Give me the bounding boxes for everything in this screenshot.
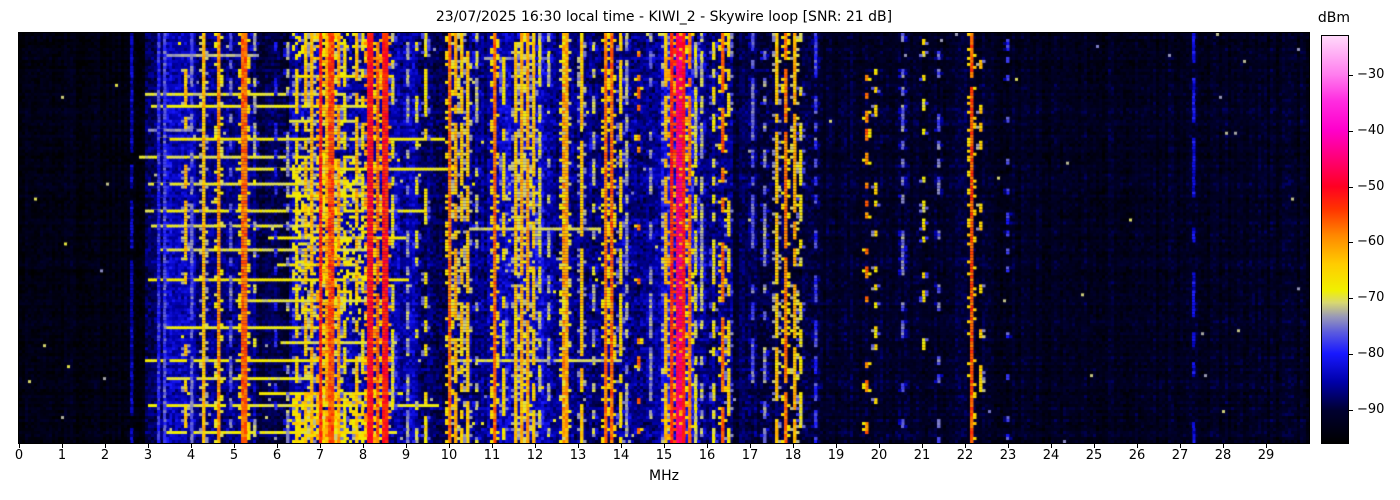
x-tick-mark — [1008, 444, 1009, 448]
colorbar-tick-label: −40 — [1357, 122, 1385, 138]
x-tick-label: 6 — [272, 448, 282, 463]
x-tick-mark — [965, 444, 966, 448]
x-tick-label: 21 — [913, 448, 931, 463]
colorbar-tick-label: −90 — [1357, 401, 1385, 417]
x-tick-mark — [277, 444, 278, 448]
colorbar-tick-mark — [1349, 409, 1353, 411]
x-tick-label: 5 — [229, 448, 239, 463]
colorbar-tick-mark — [1349, 353, 1353, 355]
x-tick-mark — [836, 444, 837, 448]
x-tick-label: 12 — [526, 448, 544, 463]
x-tick-mark — [879, 444, 880, 448]
x-tick-mark — [1137, 444, 1138, 448]
x-tick-mark — [707, 444, 708, 448]
x-tick-mark — [406, 444, 407, 448]
colorbar-tick-label: −70 — [1357, 290, 1385, 306]
x-tick-mark — [19, 444, 20, 448]
x-tick-label: 17 — [741, 448, 759, 463]
x-tick-label: 23 — [999, 448, 1017, 463]
x-tick-label: 14 — [612, 448, 630, 463]
x-tick-label: 22 — [956, 448, 974, 463]
colorbar-tick-label: −60 — [1357, 234, 1385, 250]
colorbar-tick-mark — [1349, 75, 1353, 77]
x-tick-mark — [1094, 444, 1095, 448]
x-tick-mark — [1266, 444, 1267, 448]
x-tick-label: 19 — [827, 448, 845, 463]
x-tick-mark — [621, 444, 622, 448]
waterfall-plot-area — [18, 32, 1310, 444]
x-tick-mark — [105, 444, 106, 448]
x-tick-label: 3 — [143, 448, 153, 463]
x-tick-label: 10 — [440, 448, 458, 463]
x-tick-label: 15 — [655, 448, 673, 463]
colorbar-tick-mark — [1349, 298, 1353, 300]
x-tick-mark — [1180, 444, 1181, 448]
x-tick-mark — [191, 444, 192, 448]
colorbar-tick-mark — [1349, 186, 1353, 188]
x-tick-label: 0 — [14, 448, 24, 463]
colorbar-tick-mark — [1349, 130, 1353, 132]
x-axis-label: MHz — [649, 468, 679, 484]
x-tick-label: 28 — [1214, 448, 1232, 463]
x-tick-mark — [234, 444, 235, 448]
x-tick-label: 26 — [1128, 448, 1146, 463]
x-tick-label: 1 — [57, 448, 67, 463]
x-tick-mark — [1223, 444, 1224, 448]
x-tick-mark — [148, 444, 149, 448]
x-tick-mark — [664, 444, 665, 448]
x-tick-mark — [535, 444, 536, 448]
x-tick-label: 25 — [1085, 448, 1103, 463]
waterfall-canvas — [19, 33, 1309, 443]
colorbar-tick-label: −50 — [1357, 178, 1385, 194]
x-tick-label: 13 — [569, 448, 587, 463]
x-tick-label: 29 — [1257, 448, 1275, 463]
x-tick-label: 18 — [784, 448, 802, 463]
x-tick-mark — [492, 444, 493, 448]
chart-title: 23/07/2025 16:30 local time - KIWI_2 - S… — [435, 9, 893, 25]
x-tick-mark — [793, 444, 794, 448]
x-tick-mark — [62, 444, 63, 448]
x-tick-mark — [750, 444, 751, 448]
x-tick-label: 4 — [186, 448, 196, 463]
colorbar-tick-label: −80 — [1357, 345, 1385, 361]
x-tick-mark — [449, 444, 450, 448]
x-tick-label: 27 — [1171, 448, 1189, 463]
x-tick-label: 16 — [698, 448, 716, 463]
x-tick-mark — [922, 444, 923, 448]
colorbar-tick-label: −30 — [1357, 67, 1385, 83]
x-tick-label: 7 — [315, 448, 325, 463]
colorbar-tick-mark — [1349, 242, 1353, 244]
x-tick-mark — [363, 444, 364, 448]
colorbar-label: dBm — [1317, 10, 1351, 26]
x-tick-mark — [320, 444, 321, 448]
x-tick-label: 24 — [1042, 448, 1060, 463]
x-tick-label: 9 — [401, 448, 411, 463]
x-tick-label: 2 — [100, 448, 110, 463]
x-tick-label: 11 — [483, 448, 501, 463]
x-tick-label: 20 — [870, 448, 888, 463]
x-tick-mark — [1051, 444, 1052, 448]
x-tick-label: 8 — [358, 448, 368, 463]
colorbar — [1321, 35, 1349, 444]
x-tick-mark — [578, 444, 579, 448]
